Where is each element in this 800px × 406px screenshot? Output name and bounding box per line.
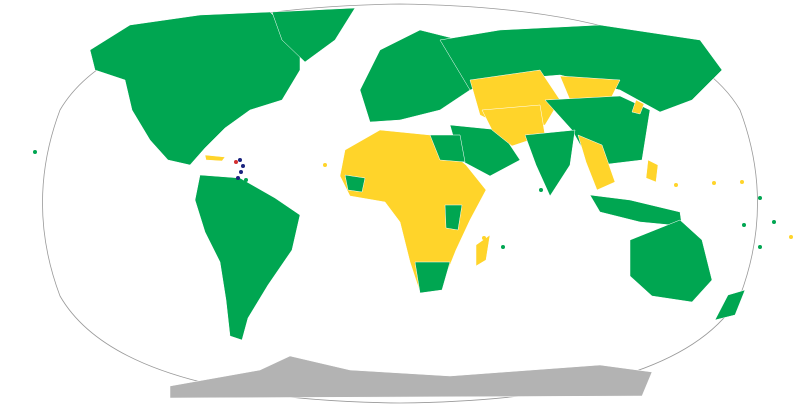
region-india xyxy=(524,129,576,197)
region-china xyxy=(544,95,651,167)
region-antarctica xyxy=(169,355,653,399)
island-dot xyxy=(772,220,776,224)
island-dot xyxy=(236,176,240,180)
island-dot xyxy=(390,198,394,202)
island-dot xyxy=(501,245,505,249)
island-dot xyxy=(742,223,746,227)
island-dot xyxy=(758,245,762,249)
region-egypt xyxy=(429,134,466,163)
region-new-zealand xyxy=(714,289,746,321)
island-dots xyxy=(33,150,793,249)
island-dot xyxy=(239,170,243,174)
region-west-africa-green xyxy=(344,174,366,193)
island-dot xyxy=(241,164,245,168)
region-southeast-asia xyxy=(577,134,616,191)
region-greenland xyxy=(271,7,356,63)
region-cuba xyxy=(204,154,226,162)
land-layer xyxy=(89,7,746,399)
island-dot xyxy=(712,181,716,185)
island-dot xyxy=(234,160,238,164)
island-dot xyxy=(758,196,762,200)
region-southern-africa xyxy=(414,261,451,294)
island-dot xyxy=(323,163,327,167)
region-north-america xyxy=(89,11,301,166)
island-dot xyxy=(482,236,486,240)
region-east-africa-green xyxy=(444,204,463,231)
island-dot xyxy=(539,188,543,192)
island-dot xyxy=(546,178,550,182)
island-dot xyxy=(238,158,242,162)
island-dot xyxy=(244,178,248,182)
island-dot xyxy=(674,183,678,187)
island-dot xyxy=(789,235,793,239)
region-australia xyxy=(629,219,713,303)
island-dot xyxy=(740,180,744,184)
region-south-america xyxy=(194,174,301,341)
region-japan xyxy=(631,99,645,115)
region-philippines xyxy=(645,159,659,183)
island-dot xyxy=(33,150,37,154)
